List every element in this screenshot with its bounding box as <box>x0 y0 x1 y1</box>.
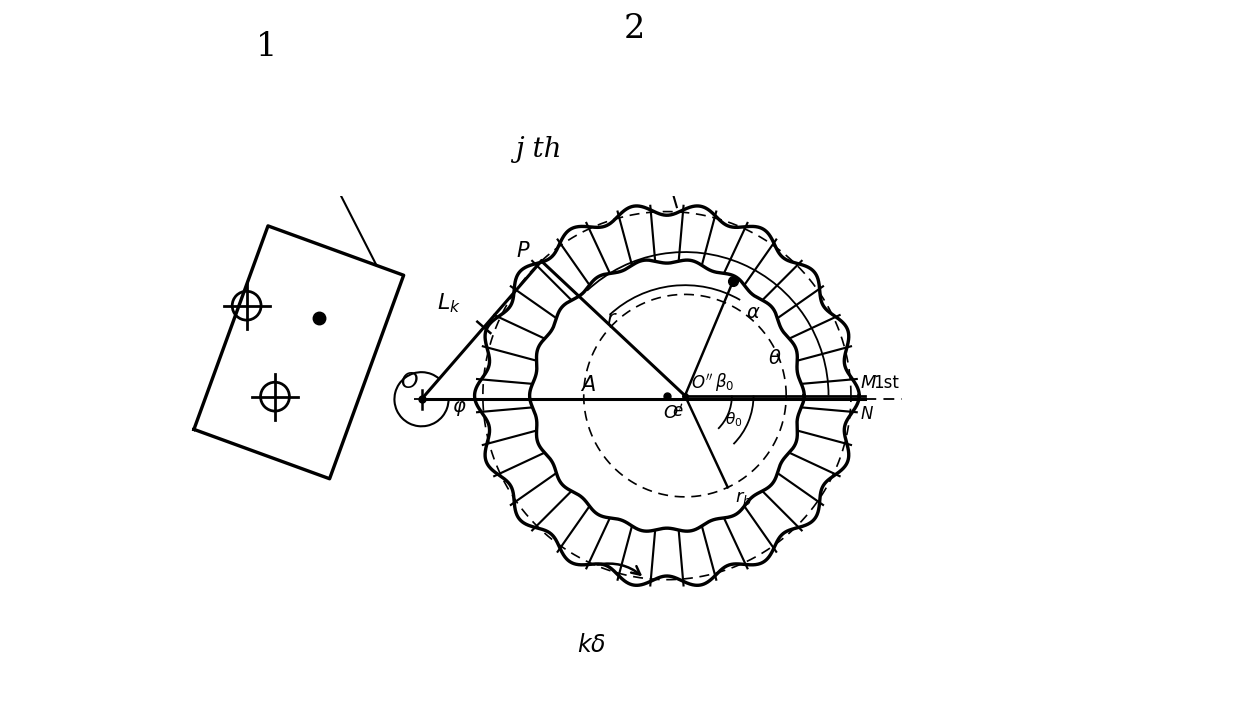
Text: $O'$: $O'$ <box>663 404 684 422</box>
Text: $\theta_0$: $\theta_0$ <box>724 410 742 429</box>
Text: $\alpha$: $\alpha$ <box>745 304 760 322</box>
Text: $r$: $r$ <box>606 310 618 329</box>
Text: $O$: $O$ <box>399 372 418 393</box>
Text: $\varphi$: $\varphi$ <box>451 400 466 418</box>
Text: $N$: $N$ <box>859 406 874 422</box>
Text: $\beta_0$: $\beta_0$ <box>715 371 734 393</box>
Text: 1: 1 <box>255 32 277 64</box>
Text: $P$: $P$ <box>516 241 531 261</box>
Text: $\theta$: $\theta$ <box>769 349 781 368</box>
Text: 2: 2 <box>624 14 645 45</box>
Text: 1st: 1st <box>873 374 899 392</box>
Text: $k\delta$: $k\delta$ <box>577 634 605 657</box>
Text: $A$: $A$ <box>580 374 596 395</box>
Text: $r_b$: $r_b$ <box>735 489 751 507</box>
Text: $M$: $M$ <box>859 374 877 392</box>
Text: $e$: $e$ <box>672 403 683 420</box>
Text: $O''$: $O''$ <box>691 374 713 392</box>
Text: $L_k$: $L_k$ <box>436 291 461 315</box>
Text: j th: j th <box>516 137 562 163</box>
